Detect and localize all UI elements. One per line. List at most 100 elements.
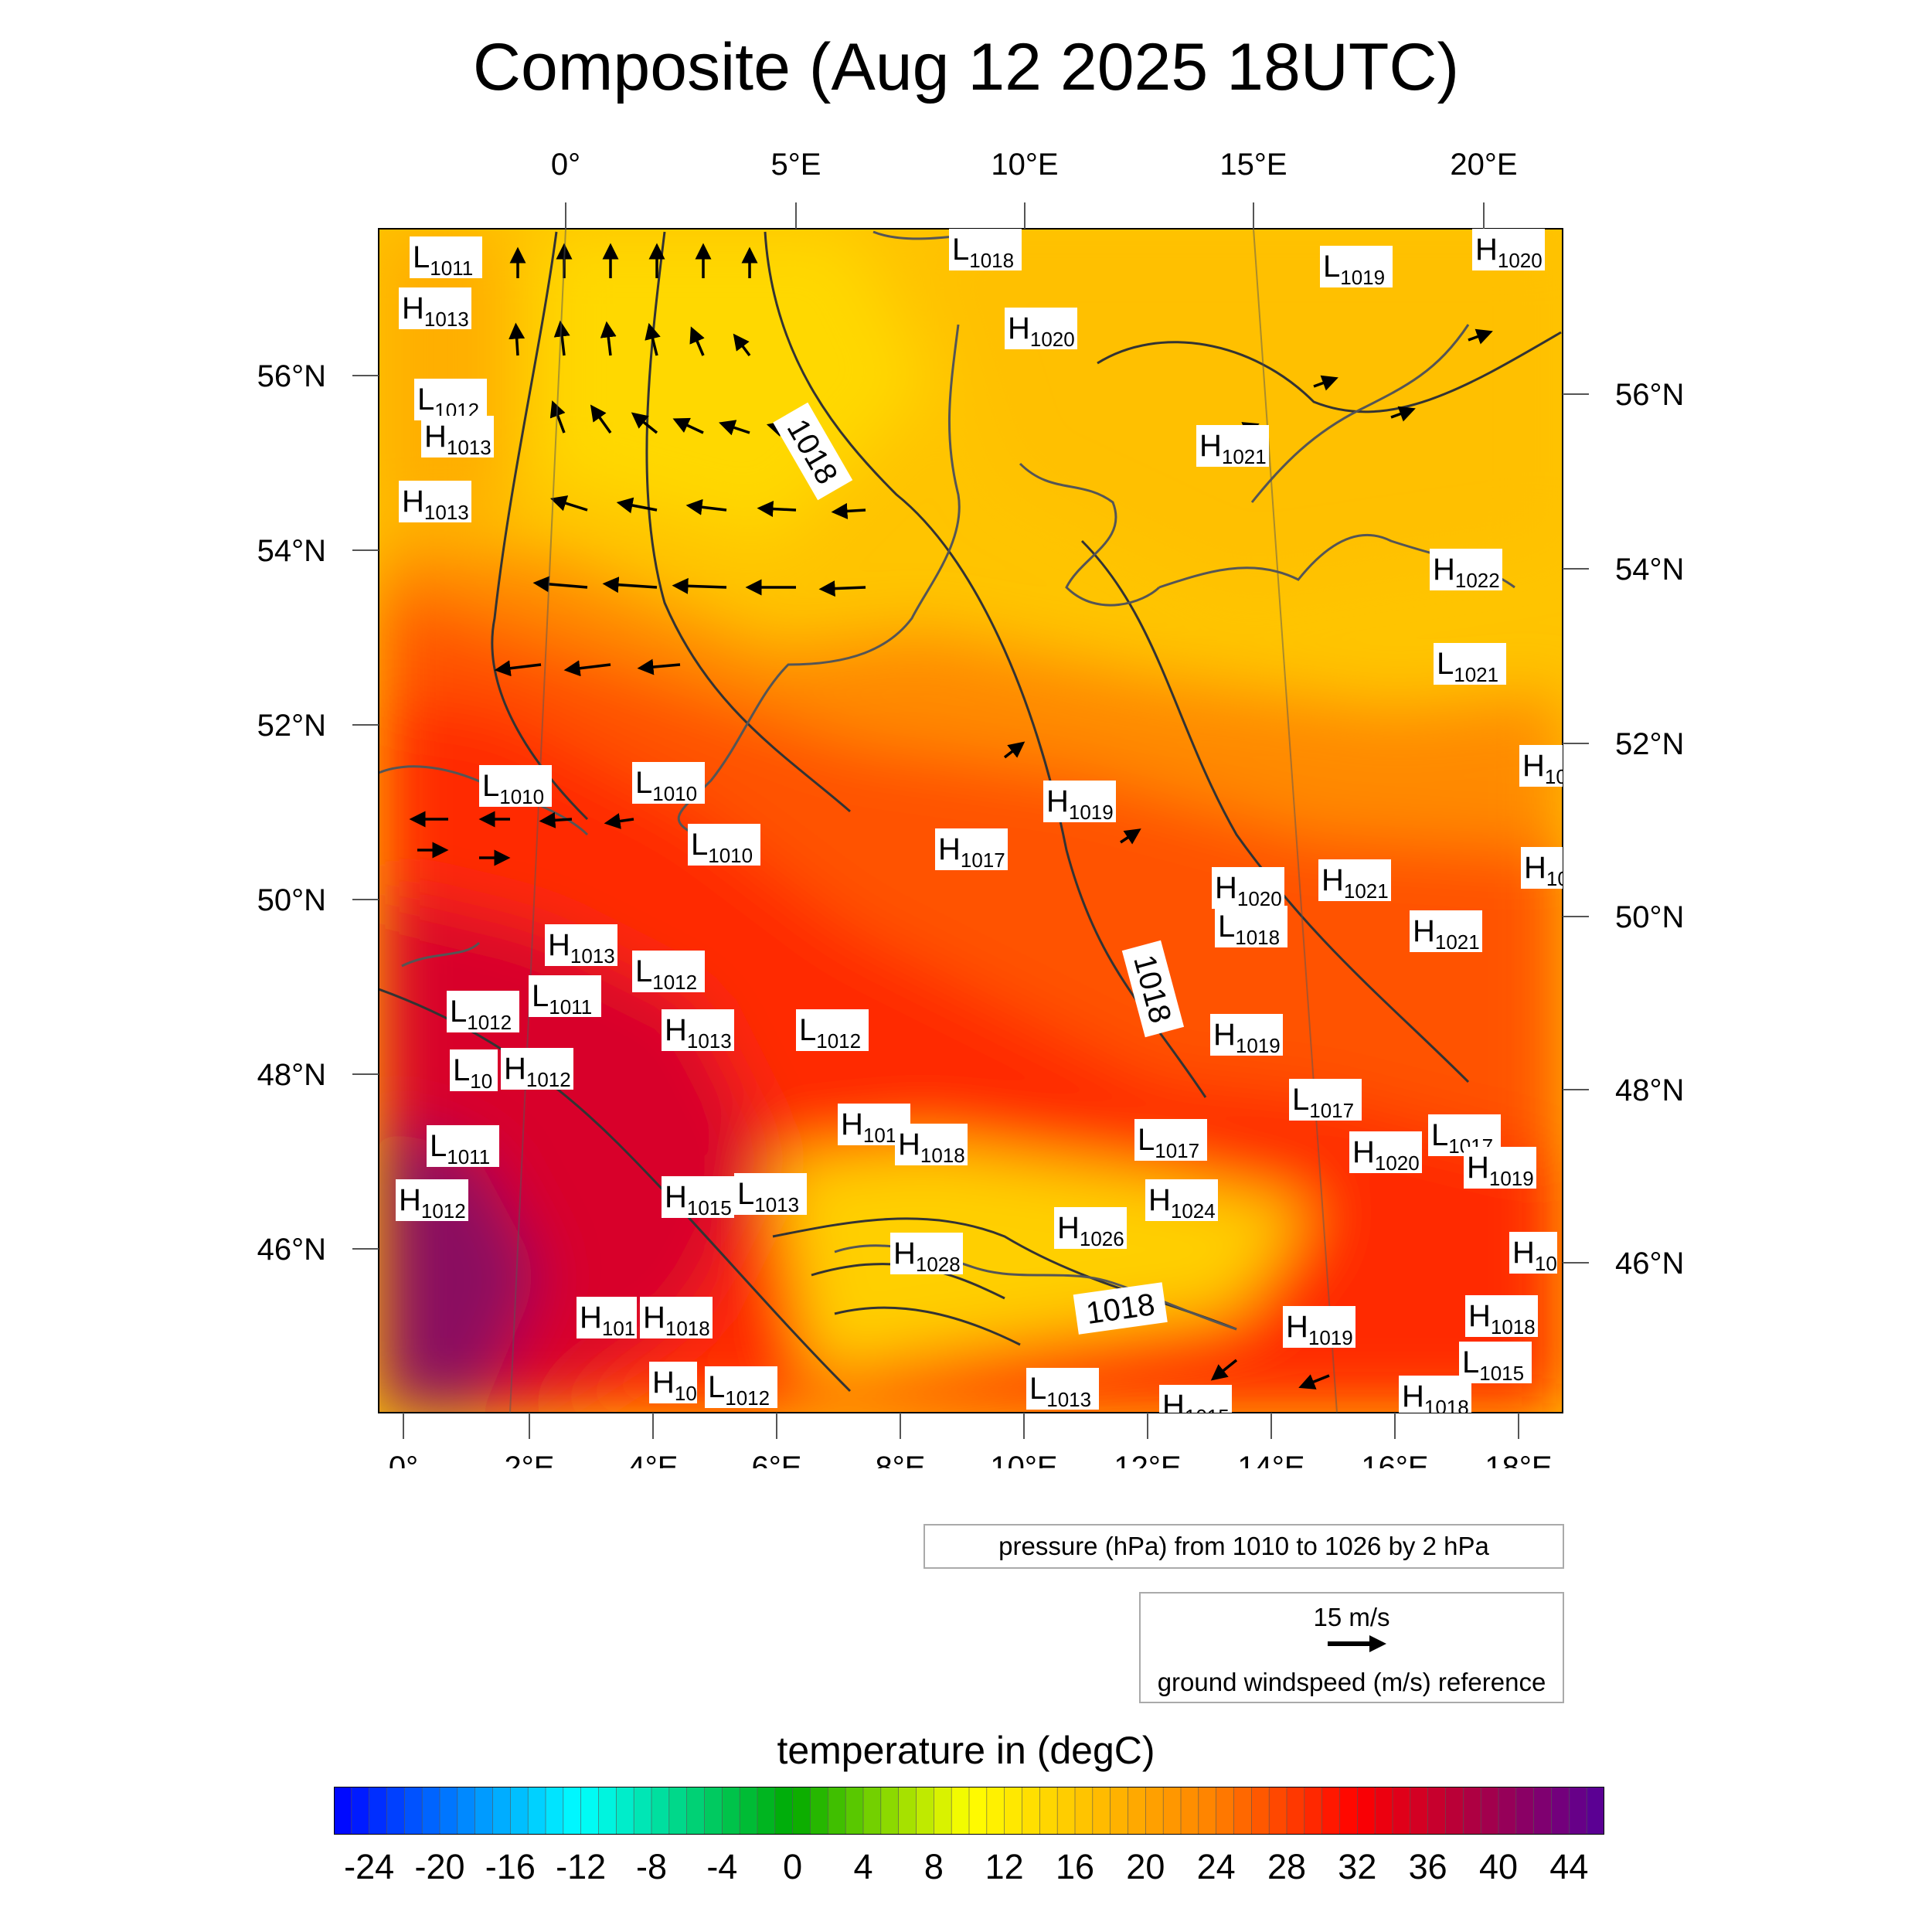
high-pressure-label: H10 [1519, 745, 1567, 788]
low-pressure-label: L1010 [632, 762, 705, 805]
colorbar-tick-label: -4 [706, 1847, 738, 1886]
svg-text:H1015: H1015 [1162, 1389, 1230, 1428]
bottom-lon-label: 14°E [1237, 1451, 1304, 1468]
colorbar-swatch [792, 1787, 811, 1835]
svg-text:L1011: L1011 [532, 979, 592, 1019]
high-pressure-label: H1020 [1472, 229, 1545, 272]
top-lon-label: 0° [551, 148, 580, 182]
svg-text:L1012: L1012 [450, 995, 512, 1034]
colorbar-swatch [862, 1787, 882, 1835]
colorbar-swatch [616, 1787, 634, 1835]
low-pressure-label: L1011 [410, 236, 482, 280]
colorbar-swatch [1039, 1787, 1058, 1835]
colorbar-swatch [986, 1787, 1005, 1835]
top-lon-label: 15°E [1219, 148, 1287, 182]
colorbar-swatch [1162, 1787, 1182, 1835]
colorbar-swatch [1357, 1787, 1376, 1835]
colorbar-swatch [704, 1787, 723, 1835]
colorbar-swatch [968, 1787, 988, 1835]
svg-text:L1018: L1018 [1218, 910, 1280, 949]
svg-text:L1019: L1019 [1323, 250, 1385, 289]
high-pressure-label: H1018 [1465, 1295, 1538, 1338]
left-latitude-labels: 56°N 54°N 52°N 50°N 48°N 46°N [257, 359, 326, 1267]
colorbar-swatch [668, 1787, 688, 1835]
svg-text:H1015: H1015 [665, 1180, 732, 1219]
svg-text:H10: H10 [1522, 749, 1567, 788]
colorbar-swatch [1180, 1787, 1199, 1835]
left-lat-label: 54°N [257, 534, 326, 568]
svg-text:H101: H101 [580, 1301, 635, 1340]
colorbar-tick-label: -8 [635, 1847, 668, 1886]
left-lat-label: 52°N [257, 709, 326, 743]
bottom-lon-label: 16°E [1361, 1451, 1428, 1468]
top-longitude-labels: 0° 5°E 10°E 15°E 20°E [551, 148, 1518, 182]
colorbar-swatch [1569, 1787, 1587, 1835]
colorbar-swatch [1392, 1787, 1411, 1835]
svg-text:H1018: H1018 [1402, 1379, 1469, 1419]
colorbar-tick-label: 4 [853, 1847, 873, 1886]
colorbar-tick-label: 28 [1267, 1847, 1307, 1886]
temperature-field [379, 229, 1563, 1413]
svg-text:L10: L10 [453, 1053, 492, 1093]
top-lon-label: 5°E [771, 148, 821, 182]
colorbar-swatch [1128, 1787, 1147, 1835]
colorbar-swatch [1374, 1787, 1393, 1835]
right-lat-label: 50°N [1615, 900, 1684, 934]
high-pressure-label: H1021 [1410, 910, 1482, 954]
svg-text:H1017: H1017 [938, 832, 1005, 872]
svg-text:H1028: H1028 [893, 1236, 961, 1276]
high-pressure-label: H1022 [1430, 549, 1502, 592]
colorbar-swatch [404, 1787, 423, 1835]
colorbar-swatch [439, 1787, 458, 1835]
right-lat-label: 46°N [1615, 1247, 1684, 1281]
svg-text:H1019: H1019 [1286, 1310, 1353, 1349]
coastlines [379, 230, 1515, 1331]
bottom-longitude-labels: 0° 2°E 4°E 6°E 8°E 10°E 12°E 14°E 16°E 1… [389, 1451, 1553, 1468]
svg-text:H1020: H1020 [1475, 233, 1543, 272]
low-pressure-label: L1013 [1026, 1368, 1099, 1411]
svg-text:L1010: L1010 [482, 769, 544, 808]
colorbar-tick-label: 12 [985, 1847, 1024, 1886]
colorbar-swatch [1286, 1787, 1305, 1835]
high-pressure-label: H1018 [895, 1124, 968, 1167]
colorbar-swatch [1092, 1787, 1111, 1835]
svg-text:L1017: L1017 [1292, 1083, 1354, 1122]
svg-text:L1015: L1015 [1462, 1345, 1524, 1385]
temperature-colorbar [334, 1787, 1604, 1835]
colorbar-swatch [810, 1787, 829, 1835]
high-pressure-label: H1019 [1043, 781, 1116, 824]
svg-text:H1020: H1020 [1352, 1135, 1420, 1175]
colorbar-swatch [334, 1787, 352, 1835]
colorbar-tick-label: -16 [485, 1847, 536, 1886]
wind-reference-arrow-icon [1328, 1635, 1386, 1652]
low-pressure-label: L1012 [632, 951, 705, 994]
colorbar-swatch [633, 1787, 652, 1835]
svg-text:L1013: L1013 [737, 1177, 799, 1216]
svg-text:H1013: H1013 [665, 1013, 732, 1053]
low-pressure-label: L1011 [529, 975, 601, 1019]
high-pressure-label: H1028 [890, 1233, 963, 1276]
low-pressure-label: L1017 [1289, 1079, 1362, 1122]
colorbar-swatch [563, 1787, 582, 1835]
colorbar-swatch [1445, 1787, 1464, 1835]
high-pressure-label: H1019 [1283, 1306, 1355, 1349]
colorbar-swatch [1551, 1787, 1570, 1835]
colorbar-swatch [686, 1787, 706, 1835]
colorbar-swatch [510, 1787, 529, 1835]
colorbar-swatch [845, 1787, 864, 1835]
high-pressure-label: H101 [577, 1297, 637, 1340]
low-pressure-label: L1013 [734, 1173, 807, 1216]
colorbar-tick-label: 8 [923, 1847, 944, 1886]
svg-text:H1013: H1013 [402, 485, 469, 524]
colorbar-tick-label: 16 [1055, 1847, 1095, 1886]
map-figure: 0° 5°E 10°E 15°E 20°E 0° 2°E 4°E 6°E 8°E… [257, 148, 1685, 1468]
wind-reference-legend: 15 m/s ground windspeed (m/s) reference [1139, 1592, 1564, 1703]
low-pressure-label: L1010 [688, 824, 760, 867]
high-pressure-label: H1013 [662, 1009, 734, 1053]
svg-text:L1012: L1012 [635, 954, 697, 994]
colorbar-swatch [1586, 1787, 1604, 1835]
colorbar-swatch [898, 1787, 917, 1835]
bottom-lon-label: 6°E [752, 1451, 802, 1468]
colorbar-swatch [580, 1787, 600, 1835]
svg-text:H1026: H1026 [1057, 1211, 1124, 1250]
